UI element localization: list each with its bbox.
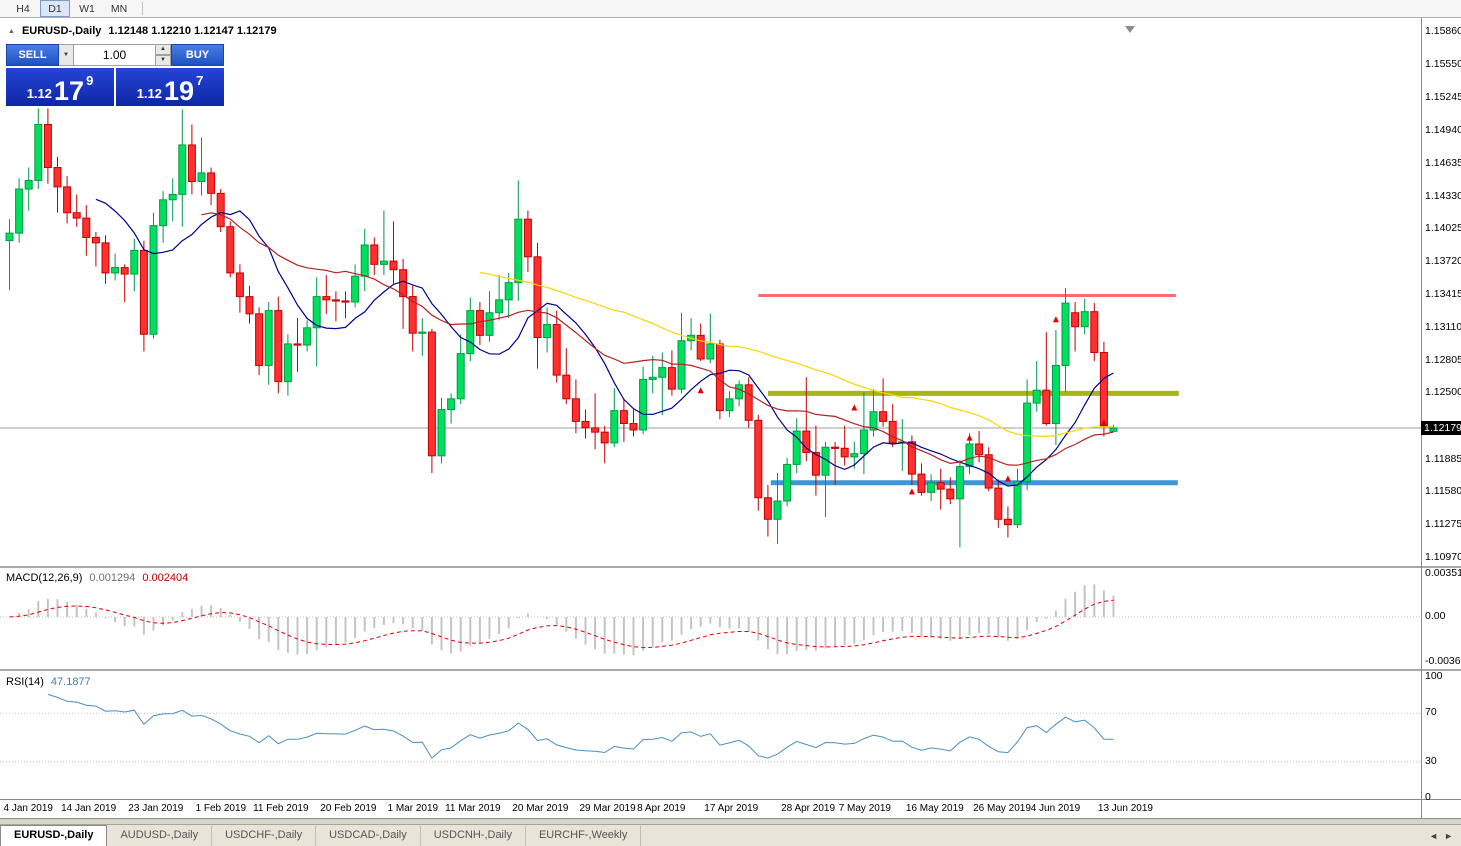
date-axis-label: 23 Jan 2019: [128, 803, 184, 814]
rsi-scale-label: 100: [1425, 670, 1443, 682]
date-axis-label: 29 Mar 2019: [579, 803, 636, 814]
price-scale-label: 1.14330: [1425, 189, 1461, 202]
price-scale-label: 1.14635: [1425, 156, 1461, 169]
chart-ohlc-label: 1.12148 1.12210 1.12147 1.12179: [108, 25, 277, 37]
volume-dropdown-icon[interactable]: ▼: [59, 44, 74, 66]
price-scale-label: 1.11885: [1425, 452, 1461, 465]
rsi-value: 47.1877: [50, 676, 91, 688]
rsi-scale-label: 70: [1425, 706, 1437, 719]
price-scale-label: 1.11580: [1425, 485, 1461, 498]
tab-usdcnh-daily[interactable]: USDCNH-,Daily: [421, 826, 526, 846]
macd-main-value: 0.001294: [89, 572, 136, 584]
timeframe-h4-button[interactable]: H4: [16, 2, 30, 15]
rsi-name: RSI(14): [6, 676, 44, 688]
macd-scale-label: -0.00367: [1425, 654, 1461, 667]
price-scale-label: 1.15245: [1425, 91, 1461, 104]
chart-title: ▲ EURUSD-,Daily 1.12148 1.12210 1.12147 …: [8, 25, 277, 37]
price-scale-label: 1.15860: [1425, 25, 1461, 37]
price-scale-label: 1.12500: [1425, 386, 1461, 399]
buy-price-panel[interactable]: 1.12 19 7: [116, 68, 224, 106]
panel-separator[interactable]: [0, 669, 1461, 671]
current-price-badge: 1.12179: [1421, 420, 1461, 435]
date-axis-label: 13 Jun 2019: [1097, 803, 1153, 814]
tab-eurusd-daily[interactable]: EURUSD-,Daily: [0, 825, 108, 846]
date-axis-label: 1 Mar 2019: [387, 803, 439, 814]
timeframe-toolbar: H4 D1 W1 MN: [0, 0, 1461, 18]
price-scale-label: 1.14940: [1425, 123, 1461, 136]
date-axis-label: 7 May 2019: [838, 803, 891, 814]
macd-signal-value: 0.002404: [142, 572, 189, 584]
macd-label: MACD(12,26,9) 0.001294 0.002404: [6, 572, 188, 584]
date-axis-label: 1 Feb 2019: [195, 803, 247, 814]
price-scale-label: 1.14025: [1425, 222, 1461, 235]
panel-separator: [0, 799, 1461, 800]
date-axis-label: 4 Jan 2019: [3, 803, 54, 814]
date-axis-label: 28 Apr 2019: [781, 803, 836, 814]
buy-price-pip: 7: [196, 73, 204, 88]
sell-price-pip: 9: [86, 73, 94, 88]
date-axis-label: 16 May 2019: [905, 803, 964, 814]
rsi-label: RSI(14) 47.1877: [6, 676, 91, 688]
price-scale-label: 1.13720: [1425, 255, 1461, 268]
tabs-scroll-right-icon[interactable]: ►: [1444, 830, 1453, 841]
buy-price-prefix: 1.12: [136, 86, 163, 101]
one-click-trading-widget: SELL ▼ ▲ ▼ BUY 1.12 17 9 1.12 19 7: [6, 44, 224, 106]
volume-stepper: ▲ ▼: [156, 44, 171, 66]
date-axis-label: 26 May 2019: [973, 803, 1031, 814]
rsi-scale-label: 30: [1425, 754, 1437, 767]
rsi-indicator-chart[interactable]: [0, 672, 1421, 799]
price-scale-label: 1.13415: [1425, 288, 1461, 300]
tabs-scroll-left-icon[interactable]: ◄: [1429, 830, 1439, 841]
price-scale-label: 1.10970: [1425, 551, 1461, 563]
macd-scale-label: 0.00: [1425, 610, 1446, 622]
chart-shift-marker-icon[interactable]: [1125, 26, 1135, 33]
price-scale-label: 1.15550: [1425, 58, 1461, 71]
volume-input[interactable]: [74, 44, 156, 66]
collapse-chart-icon[interactable]: ▲: [8, 27, 15, 35]
date-axis-label: 20 Mar 2019: [512, 803, 569, 814]
sell-price-big: 17: [54, 75, 85, 106]
date-axis-label: 14 Jan 2019: [61, 803, 117, 814]
price-scale-label: 1.11275: [1425, 518, 1461, 531]
timeframe-mn-button[interactable]: MN: [110, 2, 128, 15]
macd-name: MACD(12,26,9): [6, 572, 83, 584]
toolbar-separator: [142, 2, 143, 15]
symbol-tab-bar: EURUSD-,Daily AUDUSD-,Daily USDCHF-,Dail…: [0, 824, 1461, 846]
window-gap: [0, 819, 1461, 824]
date-axis[interactable]: 4 Jan 2019 14 Jan 2019 23 Jan 2019 1 Feb 20…: [0, 800, 1421, 818]
chart-symbol-label: EURUSD-,Daily: [21, 25, 102, 37]
date-axis-label: 4 Jun 2019: [1030, 803, 1081, 814]
date-axis-label: 20 Feb 2019: [320, 803, 377, 814]
price-scale-border: [1421, 18, 1422, 818]
sell-price-panel[interactable]: 1.12 17 9: [6, 68, 114, 106]
sell-button[interactable]: SELL: [6, 44, 59, 66]
panel-separator: [0, 818, 1461, 819]
date-axis-label: 11 Feb 2019: [253, 803, 309, 814]
buy-button[interactable]: BUY: [171, 44, 224, 66]
macd-indicator-chart[interactable]: [0, 569, 1421, 669]
macd-scale-label: 0.003518: [1425, 567, 1461, 579]
tab-eurchf-weekly[interactable]: EURCHF-,Weekly: [526, 826, 642, 846]
tab-usdchf-daily[interactable]: USDCHF-,Daily: [212, 826, 317, 846]
price-chart[interactable]: [0, 18, 1421, 566]
tab-usdcad-daily[interactable]: USDCAD-,Daily: [316, 826, 421, 846]
tab-scroll-controls: ◄ ►: [1429, 825, 1461, 846]
price-scale-label: 1.13110: [1425, 320, 1461, 333]
volume-decrease-icon[interactable]: ▼: [156, 55, 171, 66]
price-scale-label: 1.12805: [1425, 353, 1461, 366]
sell-price-prefix: 1.12: [26, 86, 53, 101]
panel-separator[interactable]: [0, 566, 1461, 568]
timeframe-w1-button[interactable]: W1: [79, 2, 95, 15]
timeframe-d1-button[interactable]: D1: [40, 0, 70, 17]
tab-audusd-daily[interactable]: AUDUSD-,Daily: [107, 826, 213, 846]
date-axis-label: 11 Mar 2019: [445, 803, 501, 814]
date-axis-label: 17 Apr 2019: [704, 803, 759, 814]
volume-increase-icon[interactable]: ▲: [156, 44, 171, 55]
date-axis-label: 8 Apr 2019: [637, 803, 686, 814]
rsi-scale-label: 0: [1425, 791, 1431, 803]
buy-price-big: 19: [164, 75, 195, 106]
